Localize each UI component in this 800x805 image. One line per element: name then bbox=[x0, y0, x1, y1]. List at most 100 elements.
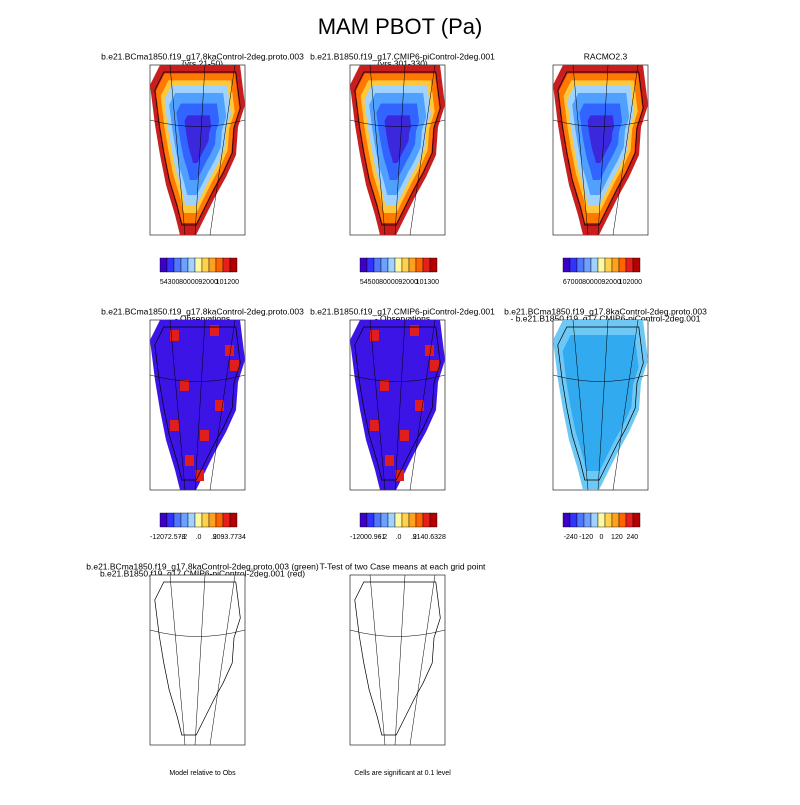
colorbar-label: 9140.6328 bbox=[413, 534, 446, 541]
map-cell bbox=[430, 360, 439, 371]
panel-title: b.e21.BCma1850.f19_g17.8kaControl-2deg.p… bbox=[101, 306, 304, 316]
panel-title: - Observations bbox=[175, 313, 230, 323]
map-cell bbox=[215, 400, 224, 411]
colorbar-label: 80000 bbox=[179, 279, 199, 286]
colorbar-label: -240 bbox=[564, 534, 578, 541]
colorbar-label: 0 bbox=[600, 534, 604, 541]
colorbar-box bbox=[373, 257, 382, 273]
colorbar-box bbox=[359, 257, 368, 273]
colorbar-box bbox=[590, 512, 599, 528]
colorbar-label: 54500 bbox=[360, 279, 380, 286]
colorbar-box bbox=[173, 512, 182, 528]
map-cell bbox=[170, 420, 179, 431]
colorbar-box bbox=[597, 257, 606, 273]
colorbar-box bbox=[401, 512, 410, 528]
colorbar-label: 101300 bbox=[416, 279, 439, 286]
panel-title: T-Test of two Case means at each grid po… bbox=[320, 561, 486, 571]
map-frame bbox=[349, 574, 446, 746]
colorbar-label: -12072.578 bbox=[150, 534, 186, 541]
colorbar-box bbox=[173, 257, 182, 273]
map-cell bbox=[170, 330, 179, 341]
map-cell bbox=[200, 430, 209, 441]
meridian bbox=[597, 64, 609, 236]
colorbar-box bbox=[215, 512, 224, 528]
panel-title: RACMO2.3 bbox=[584, 51, 628, 61]
panel-title: b.e21.B1850.f19_g17.CMIP6-piControl-2deg… bbox=[310, 306, 495, 316]
map-field bbox=[562, 335, 639, 471]
map-cell bbox=[370, 420, 379, 431]
figure-title: MAM PBOT (Pa) bbox=[318, 14, 483, 39]
colorbar-box bbox=[625, 512, 634, 528]
colorbar-label: 92000 bbox=[398, 279, 418, 286]
colorbar-box bbox=[380, 257, 389, 273]
colorbar-box bbox=[401, 257, 410, 273]
colorbar-box bbox=[159, 512, 168, 528]
colorbar-box bbox=[215, 257, 224, 273]
colorbar-box bbox=[208, 257, 217, 273]
colorbar-box bbox=[366, 512, 375, 528]
colorbar-box bbox=[222, 512, 231, 528]
colorbar-box bbox=[611, 512, 620, 528]
map-cell bbox=[230, 360, 239, 371]
map-cell bbox=[400, 430, 409, 441]
panel-title: b.e21.BCma1850.f19_g17.8kaControl-2deg.p… bbox=[86, 561, 319, 571]
panel: b.e21.BCma1850.f19_g17.8kaControl-2deg.p… bbox=[86, 561, 319, 777]
colorbar-label: 80000 bbox=[379, 279, 399, 286]
colorbar-box bbox=[201, 257, 210, 273]
parallel bbox=[349, 374, 446, 382]
colorbar-box bbox=[359, 512, 368, 528]
colorbar-box bbox=[194, 257, 203, 273]
coastline bbox=[354, 581, 441, 736]
colorbar-box bbox=[429, 257, 438, 273]
meridian bbox=[394, 574, 406, 746]
map-cell bbox=[210, 325, 219, 336]
colorbar-label: 101200 bbox=[216, 279, 239, 286]
meridian bbox=[209, 574, 236, 746]
colorbar-box bbox=[569, 512, 578, 528]
colorbar-box bbox=[604, 257, 613, 273]
colorbar-box bbox=[380, 512, 389, 528]
parallel bbox=[149, 374, 246, 382]
map-field bbox=[184, 115, 212, 163]
colorbar-box bbox=[229, 512, 238, 528]
panel-note: Model relative to Obs bbox=[169, 770, 236, 777]
colorbar-label: -12000.961 bbox=[350, 534, 386, 541]
colorbar-box bbox=[569, 257, 578, 273]
meridian bbox=[169, 319, 186, 491]
colorbar-box bbox=[429, 512, 438, 528]
colorbar-label: .0 bbox=[196, 534, 202, 541]
meridian bbox=[409, 319, 436, 491]
colorbar-box bbox=[229, 257, 238, 273]
meridian bbox=[169, 64, 186, 236]
colorbar-box bbox=[159, 257, 168, 273]
colorbar-box bbox=[415, 512, 424, 528]
panel-title: - b.e21.B1850.f19_g17.CMIP6-piControl-2d… bbox=[511, 313, 701, 323]
colorbar-box bbox=[583, 257, 592, 273]
coastline bbox=[154, 326, 241, 481]
meridian bbox=[169, 574, 186, 746]
map-cell bbox=[385, 455, 394, 466]
colorbar-box bbox=[562, 512, 571, 528]
colorbar-box bbox=[604, 512, 613, 528]
colorbar-box bbox=[632, 257, 641, 273]
colorbar-box bbox=[180, 512, 189, 528]
panel: T-Test of two Case means at each grid po… bbox=[320, 561, 486, 777]
map-cell bbox=[370, 330, 379, 341]
panel: b.e21.B1850.f19_g17.CMIP6-piControl-2deg… bbox=[310, 51, 495, 286]
meridian bbox=[194, 574, 206, 746]
colorbar-box bbox=[618, 512, 627, 528]
colorbar-box bbox=[576, 512, 585, 528]
meridian bbox=[369, 319, 386, 491]
colorbar-box bbox=[415, 257, 424, 273]
colorbar-box bbox=[201, 512, 210, 528]
colorbar-box bbox=[597, 512, 606, 528]
colorbar-box bbox=[373, 512, 382, 528]
parallel bbox=[349, 629, 446, 637]
colorbar-box bbox=[576, 257, 585, 273]
meridian bbox=[409, 574, 436, 746]
panel-title: b.e21.B1850.f19_g17.CMIP6-piControl-2deg… bbox=[310, 51, 495, 61]
colorbar-box bbox=[408, 257, 417, 273]
colorbar-label: 120 bbox=[611, 534, 623, 541]
